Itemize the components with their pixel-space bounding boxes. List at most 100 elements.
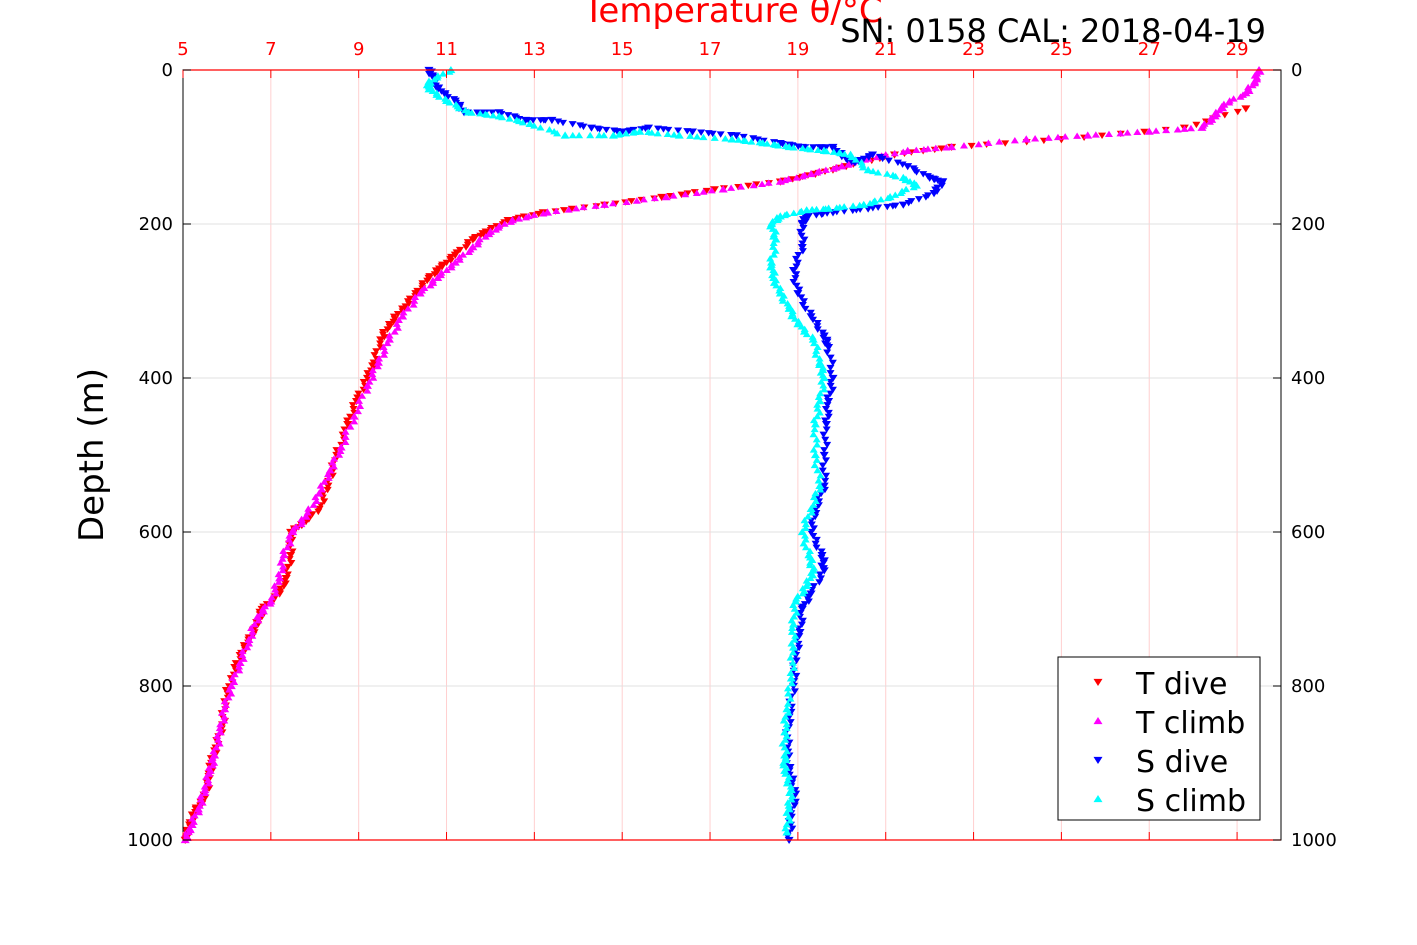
data-point <box>278 566 287 574</box>
data-point <box>800 516 809 524</box>
data-point <box>505 115 514 122</box>
data-point <box>348 402 357 409</box>
data-point <box>253 612 263 620</box>
data-point <box>813 320 822 327</box>
data-point <box>354 390 363 397</box>
data-point <box>699 188 708 195</box>
data-point <box>919 171 928 178</box>
data-point <box>813 466 822 474</box>
data-point <box>483 111 492 118</box>
data-point <box>747 138 756 145</box>
data-point <box>809 525 818 532</box>
data-point <box>380 351 389 358</box>
data-point <box>815 355 824 362</box>
data-point <box>423 277 432 285</box>
data-point <box>216 720 225 728</box>
data-point <box>644 124 654 132</box>
data-point <box>591 202 600 209</box>
data-point <box>235 667 244 674</box>
data-point <box>200 785 210 794</box>
data-point <box>816 471 825 479</box>
data-point <box>868 151 878 159</box>
data-point <box>1001 140 1010 147</box>
data-point <box>1144 127 1154 135</box>
data-point <box>442 266 451 273</box>
data-point <box>787 312 796 320</box>
data-point <box>473 109 482 116</box>
data-point <box>1061 133 1070 140</box>
data-point <box>1044 134 1053 141</box>
data-point <box>286 551 296 560</box>
data-point <box>1031 135 1040 142</box>
x-tick-label: 7 <box>265 39 276 60</box>
data-point <box>801 305 810 313</box>
data-point <box>504 112 513 119</box>
data-point <box>819 482 829 490</box>
data-point <box>567 205 576 213</box>
data-point <box>790 802 799 809</box>
data-point <box>1116 129 1125 137</box>
data-point <box>783 776 792 784</box>
data-point <box>270 582 279 589</box>
data-point <box>314 508 323 516</box>
data-point <box>1091 131 1100 138</box>
data-point <box>809 583 818 590</box>
data-point <box>398 312 408 320</box>
data-point <box>653 125 662 132</box>
data-markers <box>180 65 1265 845</box>
data-point <box>468 236 478 244</box>
x-tick-label: 23 <box>962 39 985 60</box>
data-point <box>324 474 333 481</box>
data-point <box>220 697 229 705</box>
data-point <box>674 127 683 134</box>
data-point <box>824 397 834 406</box>
data-point <box>802 330 811 338</box>
data-point <box>848 207 857 215</box>
data-point <box>373 362 382 370</box>
data-point <box>821 421 831 429</box>
data-point <box>727 135 737 143</box>
data-point <box>823 402 832 409</box>
data-point <box>267 593 276 601</box>
data-point <box>797 605 807 614</box>
data-point <box>274 578 283 585</box>
data-point <box>443 94 452 101</box>
data-point <box>653 129 662 137</box>
data-point <box>816 571 825 578</box>
y-tick-label-right: 600 <box>1291 522 1325 543</box>
data-point <box>1083 131 1093 139</box>
data-point <box>1053 133 1062 141</box>
data-point <box>799 298 808 305</box>
data-point <box>314 489 324 497</box>
data-point <box>356 402 365 410</box>
data-point <box>814 477 823 484</box>
data-point <box>301 512 311 520</box>
data-point <box>657 193 667 202</box>
data-point <box>664 126 673 134</box>
data-point <box>783 799 792 806</box>
data-point <box>622 198 631 205</box>
data-point <box>909 183 918 191</box>
data-point <box>782 828 792 836</box>
data-point <box>832 148 841 155</box>
data-point <box>869 167 878 175</box>
data-point <box>430 271 439 278</box>
data-point <box>828 359 837 367</box>
data-point <box>995 138 1004 145</box>
data-point <box>736 183 745 190</box>
data-point <box>375 355 384 362</box>
data-point <box>702 187 711 195</box>
data-point <box>1162 126 1171 134</box>
data-point <box>1098 132 1107 140</box>
data-point <box>196 792 205 800</box>
data-point <box>564 206 573 213</box>
x-tick-label: 19 <box>786 39 809 60</box>
data-point <box>622 129 631 137</box>
data-point <box>797 294 806 301</box>
x-tick-label: 15 <box>611 39 634 60</box>
data-point <box>455 256 464 263</box>
data-point <box>782 732 791 739</box>
data-point <box>807 206 816 213</box>
data-point <box>815 361 824 368</box>
data-point <box>411 293 420 300</box>
